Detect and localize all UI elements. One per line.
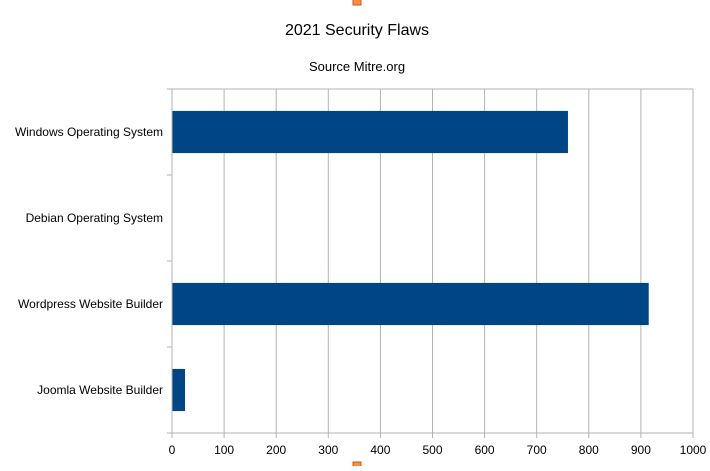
chart-subtitle: Source Mitre.org xyxy=(309,59,405,74)
x-tick-label-100: 100 xyxy=(214,443,234,457)
category-labels: Windows Operating System Debian Operating… xyxy=(15,125,163,397)
x-tick-label-800: 800 xyxy=(579,443,599,457)
bar-2 xyxy=(172,282,649,326)
selection-handle-top[interactable] xyxy=(352,0,362,6)
x-tick-label-200: 200 xyxy=(266,443,286,457)
bar-3 xyxy=(172,368,186,412)
x-tick-labels: 0 100 200 300 400 500 600 700 800 900 1000 xyxy=(169,443,707,457)
x-tick-label-400: 400 xyxy=(370,443,390,457)
category-label-1: Debian Operating System xyxy=(26,211,163,225)
category-label-3: Joomla Website Builder xyxy=(37,383,163,397)
x-tick-label-500: 500 xyxy=(422,443,442,457)
axes xyxy=(167,88,694,438)
bars xyxy=(172,110,649,412)
x-tick-label-1000: 1000 xyxy=(680,443,707,457)
x-tick-label-900: 900 xyxy=(631,443,651,457)
x-tick-label-300: 300 xyxy=(318,443,338,457)
category-label-0: Windows Operating System xyxy=(15,125,163,139)
selection-handle-bottom[interactable] xyxy=(352,461,362,471)
chart-title: 2021 Security Flaws xyxy=(285,22,429,39)
x-tick-label-700: 700 xyxy=(527,443,547,457)
x-tick-label-600: 600 xyxy=(475,443,495,457)
x-tick-label-0: 0 xyxy=(169,443,176,457)
category-label-2: Wordpress Website Builder xyxy=(18,297,163,311)
bar-0 xyxy=(172,110,568,154)
